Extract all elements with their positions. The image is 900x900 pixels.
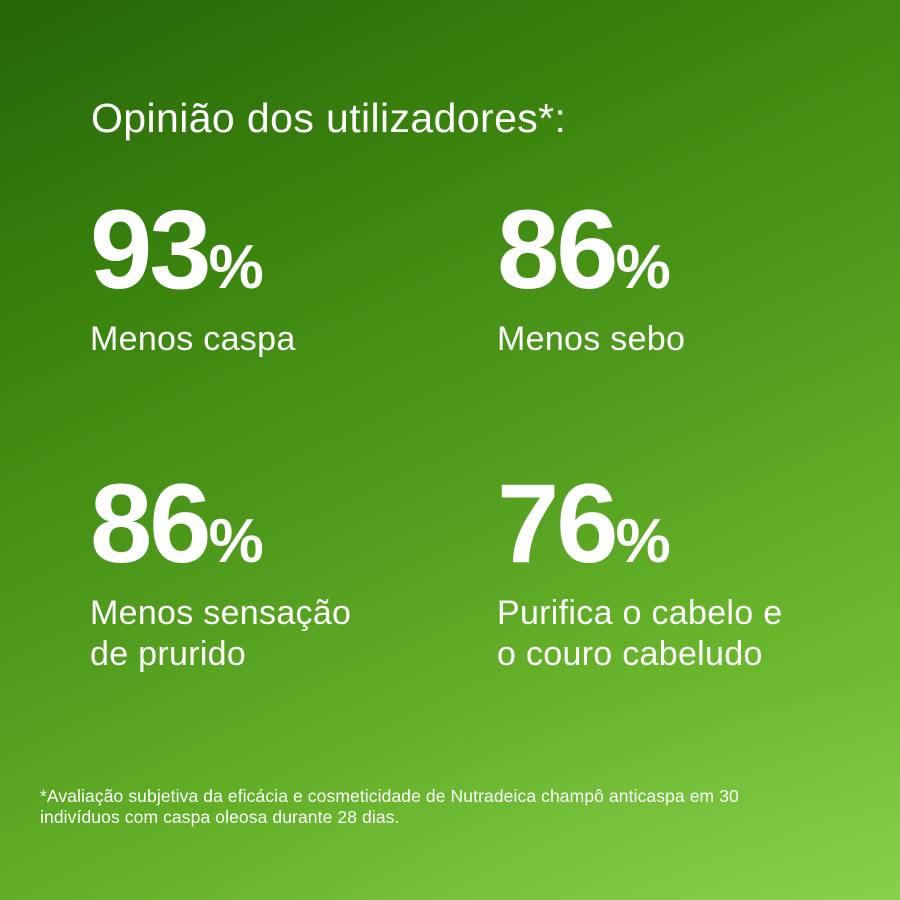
stat-label: Purifica o cabelo e o couro cabeludo xyxy=(497,594,783,674)
percent-sign: % xyxy=(208,233,264,302)
stat-card-menos-caspa: 93% Menos caspa xyxy=(90,194,496,360)
stat-value: 93 xyxy=(90,187,212,312)
percent-sign: % xyxy=(208,507,264,576)
page-title: Opinião dos utilizadores*: xyxy=(91,95,567,141)
stat-label: Menos sensação de prurido xyxy=(90,594,352,674)
stat-card-menos-prurido: 86% Menos sensação de prurido xyxy=(90,468,496,676)
percent-sign: % xyxy=(615,233,671,302)
stat-value: 86 xyxy=(497,187,619,312)
footnote: *Avaliação subjetiva da eficácia e cosme… xyxy=(40,786,739,827)
stat-label: Menos caspa xyxy=(90,320,296,358)
percent-sign: % xyxy=(615,507,671,576)
stat-label: Menos sebo xyxy=(497,320,686,358)
stat-card-purifica: 76% Purifica o cabelo e o couro cabeludo xyxy=(497,468,900,676)
stat-value: 86 xyxy=(90,461,212,586)
stat-value-row: 93% xyxy=(90,194,496,306)
stat-card-menos-sebo: 86% Menos sebo xyxy=(497,194,900,360)
stat-value-row: 86% xyxy=(90,468,496,580)
stat-value-row: 86% xyxy=(497,194,900,306)
stat-value: 76 xyxy=(497,461,619,586)
stat-value-row: 76% xyxy=(497,468,900,580)
